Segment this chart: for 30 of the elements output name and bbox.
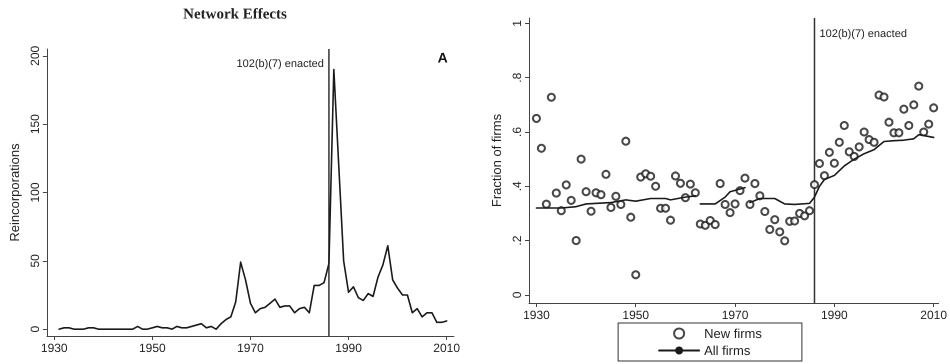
y-tick-label: .6 [510, 126, 524, 138]
y-axis-title: Fraction of firms [489, 113, 504, 208]
x-tick-label: 1950 [622, 308, 650, 322]
ref-line-label: 102(b)(7) enacted [819, 28, 907, 40]
x-tick-label: 1970 [237, 341, 264, 355]
y-tick-label: 200 [28, 46, 42, 66]
x-tick-label: 1990 [821, 308, 848, 322]
x-tick-label: 2010 [433, 341, 460, 355]
y-tick-label: 0 [510, 291, 524, 298]
y-tick-label: .8 [510, 72, 524, 83]
y-tick-label: .4 [510, 180, 524, 192]
legend-label: All firms [704, 343, 751, 358]
y-tick-label: 50 [28, 254, 42, 268]
y-tick-label: .2 [510, 235, 524, 246]
annotation: A [438, 50, 448, 66]
legend-label: New firms [704, 326, 762, 341]
x-tick-label: 2010 [920, 308, 948, 322]
chart-title: Network Effects [183, 6, 288, 22]
y-tick-label: 150 [28, 114, 42, 134]
x-tick-label: 1950 [139, 341, 166, 355]
y-tick-label: 0 [28, 326, 42, 333]
y-axis-title: Reincorporations [7, 142, 22, 242]
y-tick-label: 100 [28, 182, 42, 203]
x-tick-label: 1930 [523, 308, 550, 322]
y-tick-label: 1 [510, 20, 524, 27]
ref-line-label: 102(b)(7) enacted [236, 58, 324, 70]
x-tick-label: 1990 [335, 341, 362, 355]
x-tick-label: 1970 [722, 308, 749, 322]
line-series [58, 68, 448, 330]
x-tick-label: 1930 [40, 341, 68, 355]
